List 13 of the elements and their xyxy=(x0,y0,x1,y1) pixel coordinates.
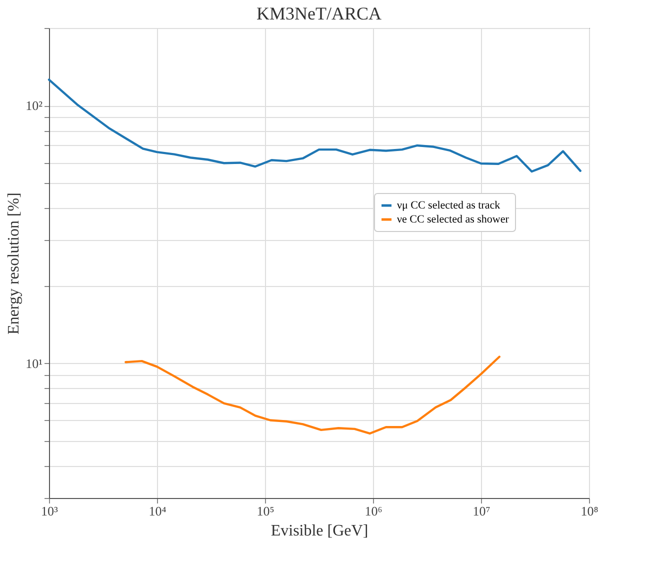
y-axis-title: Energy resolution [%] xyxy=(6,192,23,334)
x-axis-title: Evisible [GeV] xyxy=(270,522,368,540)
x-tick-label: 10⁴ xyxy=(148,504,167,518)
chart-title: KM3NeT/ARCA xyxy=(256,4,382,24)
y-tick-label: 10² xyxy=(26,98,43,114)
y-tick-label: 10¹ xyxy=(26,356,43,371)
x-tick-label: 10⁷ xyxy=(472,504,490,518)
legend-label: νe CC selected as shower xyxy=(397,214,510,226)
x-tick-label: 10⁶ xyxy=(364,504,382,518)
x-tick-label: 10³ xyxy=(41,504,58,518)
x-tick-label: 10⁸ xyxy=(580,504,599,518)
legend-label: νμ CC selected as track xyxy=(397,200,501,212)
x-tick-label: 10⁵ xyxy=(256,504,274,518)
